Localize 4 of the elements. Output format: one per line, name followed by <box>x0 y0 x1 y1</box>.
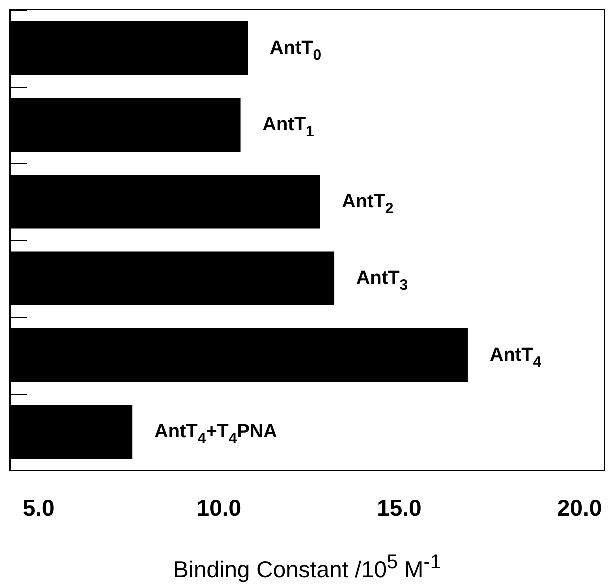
x-tick-label: 20.0 <box>557 495 602 521</box>
x-tick-label: 10.0 <box>196 495 242 521</box>
x-tick-label: 5.0 <box>22 495 55 521</box>
x-tick-label: 15.0 <box>377 495 422 521</box>
